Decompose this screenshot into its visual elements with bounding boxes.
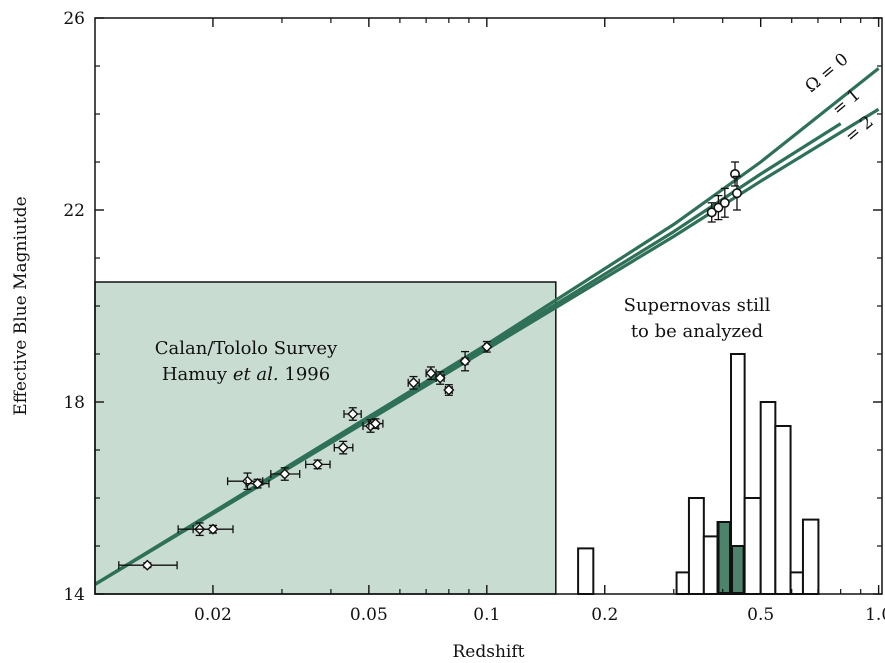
survey-data-point bbox=[369, 418, 382, 430]
y-tick-label: 18 bbox=[63, 393, 85, 413]
x-tick-label: 0.2 bbox=[591, 605, 618, 625]
histogram-bar bbox=[801, 518, 820, 595]
survey-data-point bbox=[312, 458, 324, 470]
y-tick-label: 26 bbox=[63, 9, 85, 29]
survey-label-line2: Hamuy et al. 1996 bbox=[162, 364, 330, 385]
y-axis-title: Effective Blue Magniutde bbox=[11, 196, 31, 415]
survey-data-point bbox=[481, 341, 493, 353]
survey-et-al: et al. bbox=[233, 364, 279, 385]
histogram-bar bbox=[789, 571, 804, 596]
histogram bbox=[577, 353, 820, 596]
histogram-bar bbox=[577, 547, 595, 596]
y-tick-label: 14 bbox=[63, 585, 85, 605]
curve-label-omega-1: = 1 bbox=[828, 85, 864, 120]
x-tick-label: 0.1 bbox=[473, 605, 500, 625]
survey-data-point bbox=[407, 377, 420, 389]
high-redshift-data-point bbox=[731, 188, 742, 199]
high-redshift-data-point bbox=[719, 197, 730, 208]
histogram-bar bbox=[687, 497, 705, 595]
x-tick-label: 0.02 bbox=[194, 605, 232, 625]
histogram-bar bbox=[702, 535, 719, 596]
survey-author: Hamuy bbox=[162, 364, 233, 385]
plot-background-layer bbox=[94, 281, 557, 595]
histogram-label-line1: Supernovas still bbox=[624, 295, 771, 316]
survey-label-line1: Calan/Tololo Survey bbox=[155, 338, 338, 359]
survey-data-point bbox=[434, 372, 446, 384]
axis-ticks: 0.02 0.05 0.1 0.2 0.5 1.0 14 18 22 26 bbox=[63, 9, 885, 625]
survey-data-point bbox=[141, 559, 153, 571]
x-axis-title: Redshift bbox=[453, 642, 525, 662]
histogram-bar bbox=[743, 497, 762, 595]
y-tick-label: 22 bbox=[63, 201, 85, 221]
histogram-bar bbox=[759, 401, 777, 595]
histogram-bar bbox=[675, 571, 690, 596]
histogram-bar-analyzed bbox=[717, 521, 732, 594]
survey-data-point bbox=[425, 367, 437, 379]
survey-shaded-region bbox=[94, 281, 557, 595]
x-tick-label: 0.5 bbox=[747, 605, 774, 625]
survey-data-point bbox=[443, 384, 455, 396]
survey-data-point bbox=[279, 468, 291, 480]
data-points bbox=[118, 161, 742, 571]
histogram-bar-analyzed bbox=[731, 545, 745, 594]
high-redshift-data-point bbox=[713, 202, 724, 213]
x-tick-label: 0.05 bbox=[350, 605, 388, 625]
survey-data-point bbox=[207, 523, 219, 535]
histogram-bar bbox=[774, 425, 792, 595]
model-curve-2 bbox=[94, 107, 880, 586]
survey-data-point bbox=[252, 478, 264, 490]
high-redshift-data-point bbox=[706, 207, 717, 218]
curve-label-omega-2: = 2 bbox=[841, 112, 877, 147]
survey-data-point bbox=[337, 442, 349, 454]
survey-year: 1996 bbox=[279, 364, 331, 385]
cosmology-curves bbox=[94, 67, 880, 586]
x-tick-label: 1.0 bbox=[865, 605, 885, 625]
survey-data-point bbox=[459, 355, 471, 367]
histogram-label-line2: to be analyzed bbox=[631, 321, 763, 342]
survey-data-point bbox=[347, 408, 359, 420]
